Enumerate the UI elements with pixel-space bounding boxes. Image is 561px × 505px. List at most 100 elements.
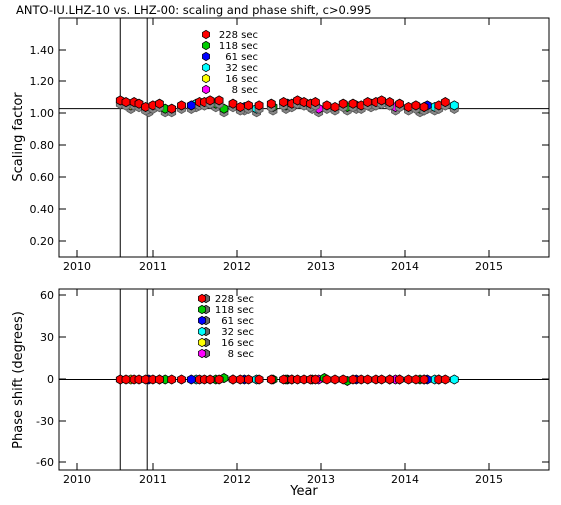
data-point-32-sec [449, 374, 459, 385]
y-tick-label: 0.40 [30, 203, 55, 216]
data-point-61-sec [186, 100, 196, 111]
y-tick-label: -60 [36, 456, 54, 469]
legend-label: 228 sec [219, 30, 258, 41]
data-point-228-sec [121, 97, 131, 108]
data-point-228-sec [205, 95, 215, 106]
data-point-228-sec [177, 374, 186, 385]
legend-label: 16 sec [225, 74, 258, 85]
y-axis-label: Phase shift (degrees) [11, 311, 26, 449]
chart-title: ANTO-IU.LHZ-10 vs. LHZ-00: scaling and p… [16, 3, 371, 17]
data-point-228-sec [338, 374, 348, 385]
data-point-228-sec [395, 374, 404, 385]
data-point-228-sec [266, 374, 276, 385]
data-point-228-sec [395, 98, 404, 109]
data-point-228-sec [310, 374, 320, 385]
data-point-228-sec [330, 101, 340, 113]
data-point-228-sec [141, 374, 151, 385]
legend-label: 32 sec [221, 327, 254, 338]
data-point-228-sec [155, 374, 164, 385]
x-tick-label: 2015 [475, 260, 503, 273]
data-point-228-sec [411, 100, 421, 111]
data-point-228-sec [254, 374, 264, 385]
legend-label: 61 sec [225, 52, 258, 63]
phase-panel: -60 -30 0 30 60 2010 2011 2012 2013 2014 2015 Phase… [11, 288, 550, 486]
x-tick-label: 2013 [307, 473, 335, 486]
data-point-228-sec [377, 374, 387, 385]
data-point-228-sec [440, 374, 450, 385]
x-tick-label: 2014 [391, 473, 419, 486]
x-tick-label: 2010 [63, 260, 91, 273]
legend-label: 118 sec [219, 41, 258, 52]
y-tick-label: 0 [47, 373, 54, 386]
data-point-61-sec [186, 374, 196, 385]
data-point-228-sec [228, 98, 238, 109]
data-point-228-sec [214, 374, 224, 385]
y-tick-label: 1.40 [30, 44, 55, 57]
legend-marker [198, 293, 206, 304]
data-point-228-sec [377, 95, 387, 106]
legend-marker [198, 315, 206, 326]
data-point-228-sec [134, 98, 144, 109]
legend-marker [202, 40, 210, 51]
data-point-228-sec [279, 374, 289, 385]
data-point-228-sec [411, 374, 421, 385]
scaling-panel: 0.20 0.40 0.60 0.80 1.00 1.20 1.40 2010 2011 2012… [11, 17, 550, 273]
data-point-228-sec [363, 97, 373, 108]
legend-marker [198, 348, 206, 359]
data-point-228-sec [322, 100, 332, 111]
x-tick-label: 2011 [139, 260, 167, 273]
data-point-228-sec [228, 374, 238, 385]
x-tick-label: 2015 [475, 473, 503, 486]
legend-label: 61 sec [221, 316, 254, 327]
x-axis-label: Year [289, 484, 318, 499]
x-tick-label: 2011 [139, 473, 167, 486]
x-tick-label: 2010 [63, 473, 91, 486]
data-point-228-sec [293, 95, 302, 106]
data-point-228-sec [167, 103, 177, 114]
data-point-228-sec [244, 374, 253, 385]
data-point-228-sec [419, 101, 429, 113]
data-point-228-sec [141, 101, 151, 113]
plot-frame [58, 17, 550, 258]
x-tick-label: 2012 [223, 473, 251, 486]
data-point-228-sec [235, 101, 245, 113]
data-point-228-sec [279, 97, 289, 108]
legend-marker [202, 62, 210, 73]
x-tick-label: 2014 [391, 260, 419, 273]
x-tick-label: 2012 [223, 260, 251, 273]
data-point-228-sec [348, 374, 358, 385]
legend-label: 118 sec [215, 305, 254, 316]
y-tick-label: 1.20 [30, 75, 55, 88]
x-tick-label: 2013 [307, 260, 335, 273]
y-tick-label: 30 [40, 331, 54, 344]
data-point-228-sec [440, 97, 450, 108]
data-point-228-sec [363, 374, 373, 385]
legend-marker [202, 51, 210, 62]
data-point-228-sec [254, 100, 264, 111]
data-point-228-sec [244, 100, 253, 111]
data-point-228-sec [385, 97, 395, 108]
data-point-228-sec [299, 97, 309, 108]
data-point-228-sec [348, 98, 358, 109]
y-tick-label: 60 [40, 289, 54, 302]
legend-marker [198, 337, 206, 348]
data-point-228-sec [322, 374, 332, 385]
legend-label: 8 sec [228, 349, 254, 360]
data-point-228-sec [177, 100, 186, 111]
legend-marker [202, 29, 210, 40]
data-point-32-sec [449, 100, 459, 111]
data-point-228-sec [235, 374, 245, 385]
data-point-228-sec [205, 374, 215, 385]
data-point-228-sec [310, 97, 320, 108]
legend-marker [202, 84, 210, 95]
legend-marker [202, 73, 210, 84]
legend-marker [198, 304, 206, 315]
data-point-228-sec [385, 374, 395, 385]
legend-marker [198, 326, 206, 337]
legend-label: 228 sec [215, 294, 254, 305]
data-point-228-sec [214, 95, 224, 106]
data-point-228-sec [404, 374, 413, 385]
legend-label: 8 sec [232, 85, 258, 96]
data-point-228-sec [404, 101, 413, 113]
